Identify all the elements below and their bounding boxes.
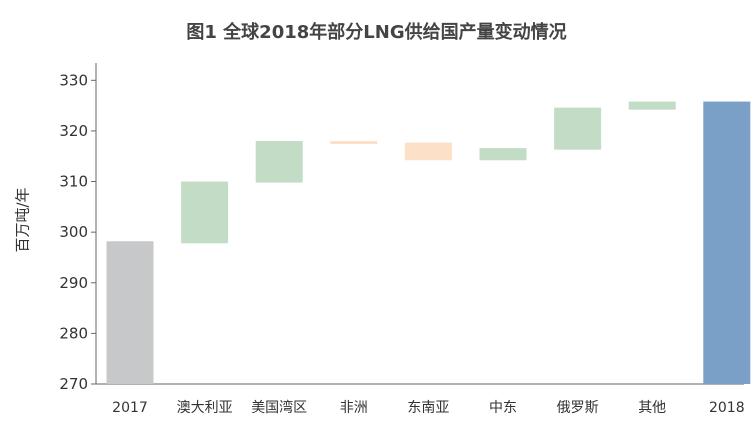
bar-increase — [628, 101, 676, 110]
y-tick-label: 310 — [59, 173, 88, 191]
x-tick-label: 中东 — [489, 400, 517, 416]
x-tick-label: 2017 — [112, 400, 148, 416]
bar-increase — [181, 181, 229, 244]
x-tick-label: 非洲 — [340, 400, 368, 416]
x-tick-label: 澳大利亚 — [177, 400, 233, 416]
x-tick-label: 2018 — [709, 400, 745, 416]
y-tick-label: 280 — [59, 324, 88, 342]
bar-increase — [554, 107, 602, 150]
x-tick-label: 东南亚 — [407, 400, 449, 416]
x-tick-label: 美国湾区 — [251, 399, 307, 416]
bar-total — [106, 241, 154, 384]
bar-decrease — [404, 142, 452, 161]
y-tick-label: 290 — [59, 274, 88, 292]
bar-decrease — [330, 141, 378, 145]
y-tick-label: 300 — [59, 223, 88, 241]
x-tick-label: 其他 — [638, 400, 666, 416]
x-tick-label: 俄罗斯 — [557, 400, 599, 416]
chart-title: 图1 全球2018年部分LNG供给国产量变动情况 — [186, 22, 567, 43]
bar-increase — [255, 141, 303, 183]
bar-increase — [479, 148, 527, 161]
bar-total — [703, 101, 751, 384]
y-tick-label: 270 — [59, 375, 88, 393]
y-tick-label: 330 — [59, 71, 88, 89]
y-tick-label: 320 — [59, 122, 88, 140]
